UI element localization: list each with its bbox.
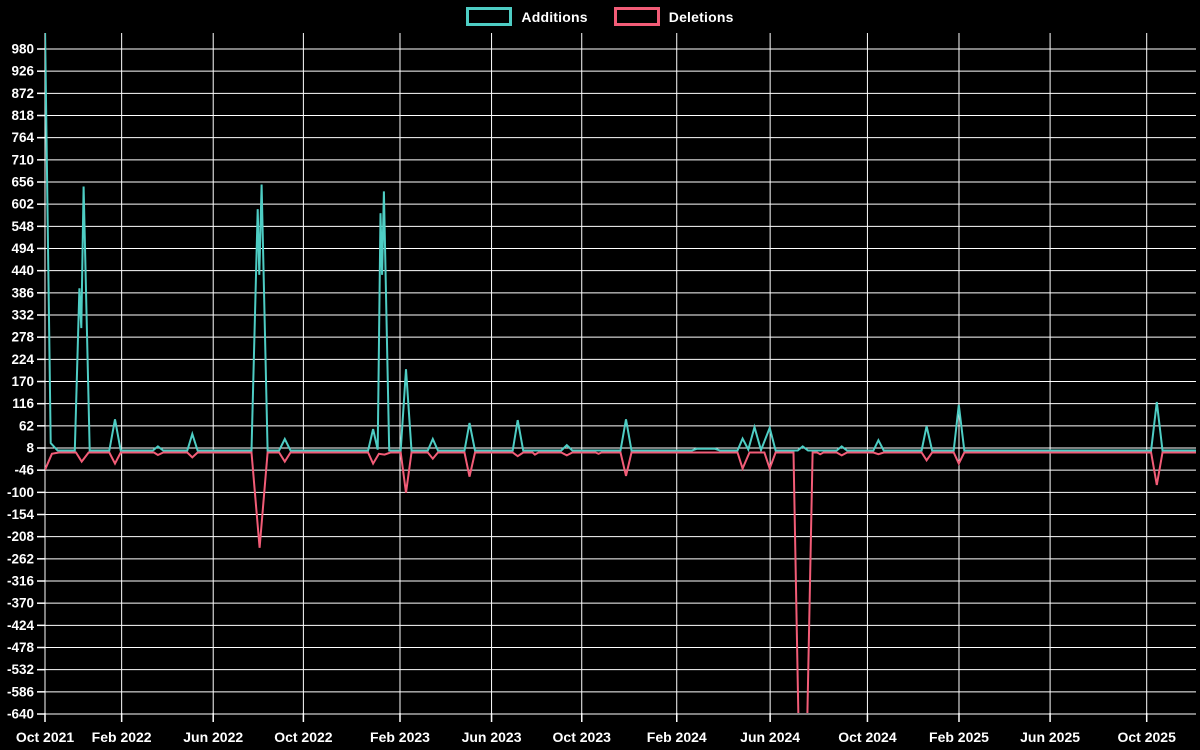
deletions-swatch-icon bbox=[613, 7, 660, 26]
svg-text:-424: -424 bbox=[7, 618, 35, 633]
svg-text:Feb 2024: Feb 2024 bbox=[647, 729, 707, 745]
legend-item-additions[interactable]: Additions bbox=[466, 7, 588, 26]
svg-text:-586: -586 bbox=[7, 684, 35, 699]
svg-text:-46: -46 bbox=[14, 463, 34, 478]
svg-text:Oct 2023: Oct 2023 bbox=[553, 729, 612, 745]
svg-text:710: 710 bbox=[11, 152, 34, 167]
svg-text:Feb 2023: Feb 2023 bbox=[370, 729, 430, 745]
svg-text:-640: -640 bbox=[7, 707, 34, 722]
y-axis-labels: 980 926 872 818 764 710 656 602 548 494 440 386 332 2… bbox=[7, 42, 35, 722]
grid-lines bbox=[44, 33, 1196, 715]
svg-text:62: 62 bbox=[19, 418, 34, 433]
legend-item-deletions[interactable]: Deletions bbox=[613, 7, 734, 26]
svg-text:-262: -262 bbox=[7, 551, 34, 566]
svg-text:332: 332 bbox=[11, 308, 34, 323]
legend-label-additions: Additions bbox=[521, 8, 588, 25]
svg-text:Oct 2022: Oct 2022 bbox=[274, 729, 333, 745]
svg-text:Oct 2024: Oct 2024 bbox=[838, 729, 897, 745]
svg-text:-370: -370 bbox=[7, 596, 34, 611]
svg-text:Oct 2025: Oct 2025 bbox=[1118, 729, 1177, 745]
svg-text:818: 818 bbox=[11, 108, 34, 123]
svg-text:-154: -154 bbox=[7, 507, 35, 522]
svg-text:Jun 2023: Jun 2023 bbox=[462, 729, 522, 745]
svg-text:548: 548 bbox=[11, 219, 34, 234]
svg-text:386: 386 bbox=[11, 285, 34, 300]
svg-text:278: 278 bbox=[11, 330, 34, 345]
svg-text:764: 764 bbox=[11, 130, 34, 145]
svg-text:-208: -208 bbox=[7, 529, 35, 544]
additions-line bbox=[45, 33, 1196, 454]
additions-swatch-icon bbox=[466, 7, 513, 26]
svg-text:-100: -100 bbox=[7, 485, 34, 500]
svg-text:8: 8 bbox=[26, 441, 34, 456]
svg-text:Jun 2024: Jun 2024 bbox=[740, 729, 800, 745]
svg-text:Jun 2025: Jun 2025 bbox=[1020, 729, 1080, 745]
svg-text:656: 656 bbox=[11, 175, 34, 190]
svg-text:Oct 2021: Oct 2021 bbox=[16, 729, 75, 745]
svg-text:872: 872 bbox=[11, 86, 34, 101]
svg-text:-316: -316 bbox=[7, 574, 35, 589]
svg-text:116: 116 bbox=[12, 396, 34, 411]
svg-text:440: 440 bbox=[11, 263, 34, 278]
svg-text:-478: -478 bbox=[7, 640, 35, 655]
axis-ticks bbox=[37, 48, 1148, 722]
svg-text:-532: -532 bbox=[7, 662, 34, 677]
svg-text:Feb 2022: Feb 2022 bbox=[92, 729, 152, 745]
svg-text:980: 980 bbox=[11, 42, 34, 57]
svg-text:494: 494 bbox=[11, 241, 34, 256]
deletions-line bbox=[45, 451, 1196, 713]
svg-text:926: 926 bbox=[11, 64, 34, 79]
svg-text:602: 602 bbox=[11, 197, 34, 212]
svg-text:Jun 2022: Jun 2022 bbox=[183, 729, 243, 745]
chart-legend: Additions Deletions bbox=[0, 7, 1200, 26]
svg-text:Feb 2025: Feb 2025 bbox=[929, 729, 989, 745]
legend-label-deletions: Deletions bbox=[668, 8, 734, 25]
svg-text:170: 170 bbox=[11, 374, 34, 389]
svg-text:224: 224 bbox=[11, 352, 34, 367]
x-axis-labels: Oct 2021 Feb 2022 Jun 2022 Oct 2022 Feb 2023… bbox=[16, 729, 1176, 745]
